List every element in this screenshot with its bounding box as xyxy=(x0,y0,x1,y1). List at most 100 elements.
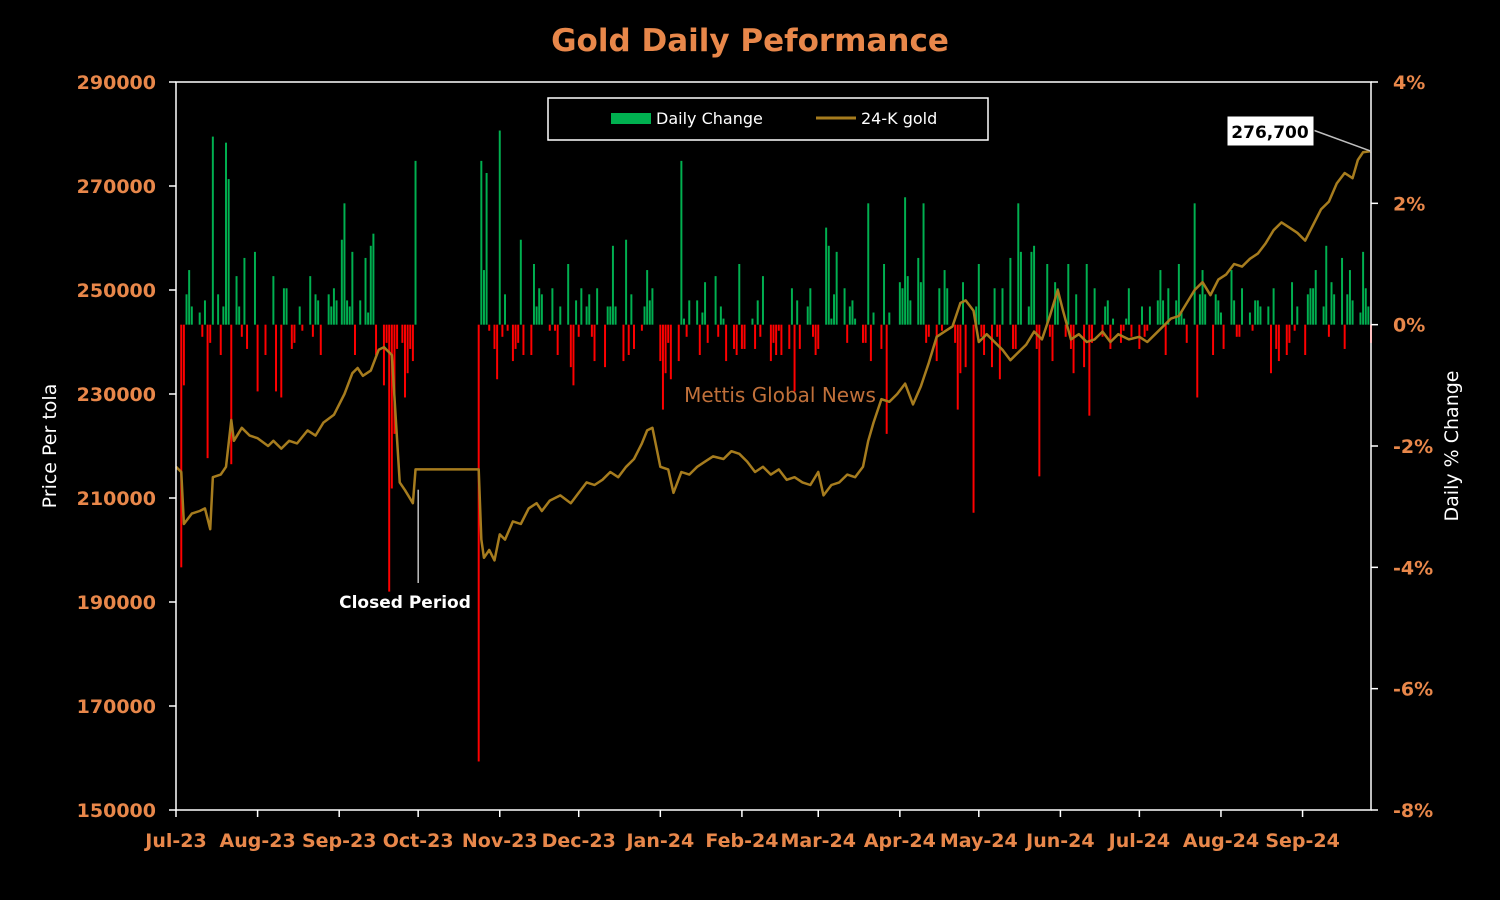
daily-change-bar xyxy=(1177,264,1180,325)
daily-change-bar xyxy=(1014,324,1017,349)
x-tick-label: Jul-23 xyxy=(143,830,206,852)
left-tick-label: 270000 xyxy=(77,176,156,198)
daily-change-bar xyxy=(1088,324,1091,416)
daily-change-bar xyxy=(488,324,491,331)
daily-change-bar xyxy=(1256,300,1259,325)
daily-change-bar xyxy=(1269,324,1272,374)
daily-change-bar xyxy=(385,324,388,343)
daily-change-bar xyxy=(1306,294,1309,325)
daily-change-bar xyxy=(664,324,667,374)
right-tick-label: -6% xyxy=(1393,679,1433,701)
daily-change-bar xyxy=(1254,300,1257,325)
daily-change-bar xyxy=(909,300,912,325)
daily-change-bar xyxy=(501,324,504,337)
left-tick-label: 250000 xyxy=(77,280,156,302)
daily-change-bar xyxy=(751,318,754,325)
daily-change-bar xyxy=(885,324,888,434)
daily-change-bar xyxy=(298,306,301,325)
daily-change-bar xyxy=(1214,294,1217,325)
right-axis-title: Daily % Change xyxy=(1441,371,1463,522)
daily-change-bar xyxy=(538,288,541,325)
daily-change-bar xyxy=(593,324,596,362)
daily-change-bar xyxy=(790,288,793,325)
daily-change-bar xyxy=(354,324,356,355)
daily-change-bar xyxy=(1259,306,1262,325)
left-tick-label: 290000 xyxy=(77,72,156,94)
daily-change-bar xyxy=(733,324,735,349)
daily-change-bar xyxy=(554,324,557,331)
daily-change-bar xyxy=(1183,318,1186,325)
daily-change-bar xyxy=(411,324,414,362)
daily-change-bar xyxy=(535,306,538,325)
daily-change-bar xyxy=(180,324,183,568)
daily-change-bar xyxy=(240,324,243,337)
daily-change-bar xyxy=(698,324,701,355)
daily-change-bar xyxy=(1309,288,1312,325)
daily-change-bar xyxy=(938,288,941,325)
x-tick-label: Aug-24 xyxy=(1183,830,1259,852)
daily-change-bar xyxy=(633,324,635,349)
daily-change-bar xyxy=(585,306,588,325)
daily-change-bar xyxy=(1351,300,1354,325)
daily-change-bar xyxy=(614,306,617,325)
daily-change-bar xyxy=(1175,300,1178,325)
daily-change-bar xyxy=(375,324,378,355)
daily-change-bar xyxy=(983,324,986,355)
daily-change-bar xyxy=(1038,324,1041,477)
x-tick-label: Oct-23 xyxy=(383,830,454,852)
chart-title: Gold Daily Peformance xyxy=(551,23,949,59)
daily-change-bar xyxy=(569,324,572,368)
daily-change-bar xyxy=(964,324,967,368)
daily-change-bar xyxy=(630,294,633,325)
daily-change-bar xyxy=(975,306,978,325)
daily-change-bar xyxy=(998,324,1001,380)
daily-change-bar xyxy=(1198,294,1201,325)
daily-change-bar xyxy=(717,324,720,337)
daily-change-bar xyxy=(812,324,814,337)
daily-change-bar xyxy=(1204,294,1207,325)
daily-change-bar xyxy=(919,282,922,325)
daily-change-bar xyxy=(282,288,285,325)
daily-change-bar xyxy=(1130,324,1133,337)
watermark: Mettis Global News xyxy=(684,383,876,407)
daily-change-bar xyxy=(1033,245,1036,325)
daily-change-bar xyxy=(927,324,930,337)
daily-change-bar xyxy=(348,306,351,325)
daily-change-bar xyxy=(293,324,296,343)
closed-period-label: Closed Period xyxy=(339,593,471,613)
daily-change-bar xyxy=(1148,306,1151,325)
legend: Daily Change 24-K gold xyxy=(547,97,989,141)
daily-change-bar xyxy=(643,306,646,325)
daily-change-bar xyxy=(1296,306,1299,325)
right-tick-label: -2% xyxy=(1393,436,1433,458)
daily-change-bar xyxy=(904,197,907,325)
daily-change-bar xyxy=(1083,324,1086,368)
daily-change-bar xyxy=(1219,312,1222,325)
daily-change-bar xyxy=(222,306,225,325)
daily-change-bar xyxy=(532,264,535,325)
daily-change-bar xyxy=(814,324,817,355)
daily-change-bar xyxy=(188,270,191,325)
daily-change-bar xyxy=(1217,300,1220,325)
right-tick-label: 4% xyxy=(1393,72,1425,94)
daily-change-bar xyxy=(962,282,964,325)
daily-change-bar xyxy=(319,324,322,355)
daily-change-bar xyxy=(1327,324,1330,337)
daily-change-bar xyxy=(185,294,188,325)
daily-change-bar xyxy=(1362,251,1365,325)
daily-change-bar xyxy=(688,300,691,325)
last-price-callout: 276,700 xyxy=(1231,123,1309,143)
daily-change-bar xyxy=(1156,300,1159,325)
daily-change-bar xyxy=(683,318,685,325)
daily-change-bar xyxy=(272,276,275,325)
daily-change-bar xyxy=(888,312,891,325)
daily-change-bar xyxy=(511,324,514,362)
daily-change-bar xyxy=(496,324,499,380)
daily-change-bar xyxy=(506,324,509,331)
daily-change-bar xyxy=(1343,324,1346,349)
annotations: Closed Period 276,700 xyxy=(339,115,1372,613)
daily-change-bar xyxy=(1091,324,1093,343)
last-price-leader-line xyxy=(1312,129,1372,152)
daily-change-bar xyxy=(1167,288,1170,325)
